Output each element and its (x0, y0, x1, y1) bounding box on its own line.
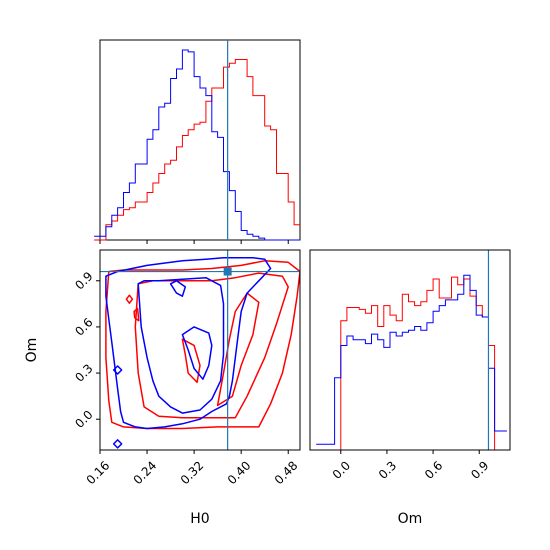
om-histogram-red (316, 276, 507, 451)
om-tick-label-2: 0.6 (72, 315, 95, 338)
h0-tick-label-0: 0.16 (84, 458, 113, 487)
h0-tick-label-4: 0.48 (272, 458, 301, 487)
h0-tick-label-1: 0.24 (131, 458, 160, 487)
om-vs-h0-panel: 0.16 0.24 0.32 0.40 0.48 0.0 0.3 0.6 0.9 H0 Om (24, 249, 301, 527)
om-tick-label-3: 0.9 (72, 269, 95, 292)
om-histogram-blue (316, 274, 507, 445)
om-marginal-panel: 0.0 0.3 0.6 0.9 Om (309, 249, 511, 527)
red-island-0 (125, 294, 134, 304)
contour-blue-0 (105, 256, 272, 430)
h0-marginal-frame (99, 39, 301, 241)
h0-marginal-panel (94, 39, 301, 244)
blue-island-0 (112, 365, 123, 375)
h0-histogram-red (94, 59, 300, 241)
om-vs-h0-frame (99, 249, 301, 451)
om-marginal-frame (309, 249, 511, 451)
om-x-tick-label-0: 0.0 (330, 458, 353, 481)
om-x-tick-label-1: 0.3 (376, 458, 399, 481)
truth-marker (223, 267, 232, 276)
contour-layer (105, 256, 300, 449)
contour-red-0 (105, 260, 300, 430)
h0-tick-label-3: 0.40 (225, 458, 254, 487)
om-tick-label-1: 0.3 (72, 361, 95, 384)
contour-blue-3 (169, 280, 187, 297)
contour-red-2 (216, 292, 260, 407)
h0-tick-label-2: 0.32 (178, 458, 207, 487)
contour-blue-1 (137, 276, 225, 414)
om-x-tick-label-2: 0.6 (422, 458, 445, 481)
contour-red-4 (133, 307, 140, 322)
om-tick-label-0: 0.0 (72, 408, 95, 431)
h0-histogram-blue (94, 49, 300, 241)
om-axis-label: Om (24, 338, 40, 363)
contour-blue-2 (181, 326, 213, 380)
om-x-tick-label-3: 0.9 (468, 458, 491, 481)
contour-red-3 (181, 338, 201, 384)
om-x-axis-label: Om (398, 511, 423, 527)
blue-island-1 (112, 439, 123, 449)
h0-axis-label: H0 (190, 511, 209, 527)
